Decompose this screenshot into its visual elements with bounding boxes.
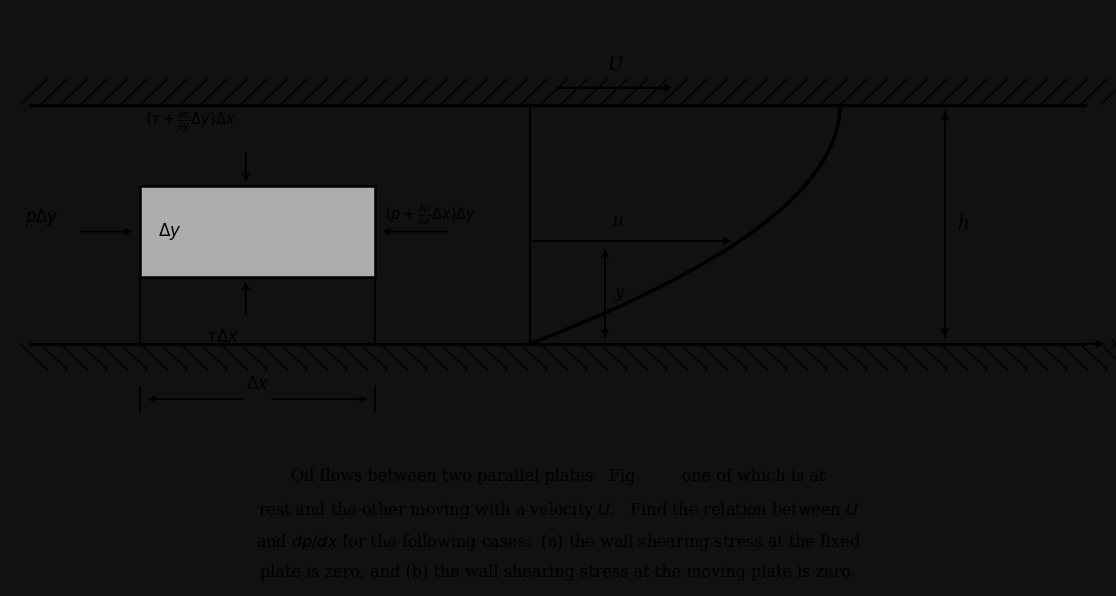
Text: h: h	[958, 215, 969, 234]
Text: and $dp/dx$ for the following cases:  (a) the wall shearing stress at the fixed: and $dp/dx$ for the following cases: (a)…	[256, 532, 860, 552]
Text: $p\Delta y$: $p\Delta y$	[25, 207, 59, 228]
Bar	[140, 186, 375, 277]
Text: Oil flows between two parallel plates   Fig.        one of which is at: Oil flows between two parallel plates Fi…	[291, 467, 825, 485]
Text: $(p + \frac{\partial p}{\partial x}\Delta x)\Delta y$: $(p + \frac{\partial p}{\partial x}\Delt…	[385, 202, 477, 227]
Text: plate is zero, and (b) the wall shearing stress at the moving plate is zero.: plate is zero, and (b) the wall shearing…	[260, 564, 856, 581]
Text: $\Delta y$: $\Delta y$	[158, 221, 182, 242]
Text: u: u	[613, 213, 623, 229]
Text: rest and the other moving with a velocity $U$.   Find the relation between $U$: rest and the other moving with a velocit…	[258, 499, 858, 521]
Text: U: U	[607, 57, 623, 74]
Text: $\Delta x$: $\Delta x$	[246, 377, 269, 393]
Text: $(\tau + \frac{\partial\tau}{\partial y}\Delta y)\Delta x$: $(\tau + \frac{\partial\tau}{\partial y}…	[145, 109, 235, 134]
Text: $\tau\Delta x$: $\tau\Delta x$	[205, 330, 239, 346]
Text: y: y	[615, 284, 624, 301]
Text: x: x	[1110, 335, 1116, 353]
